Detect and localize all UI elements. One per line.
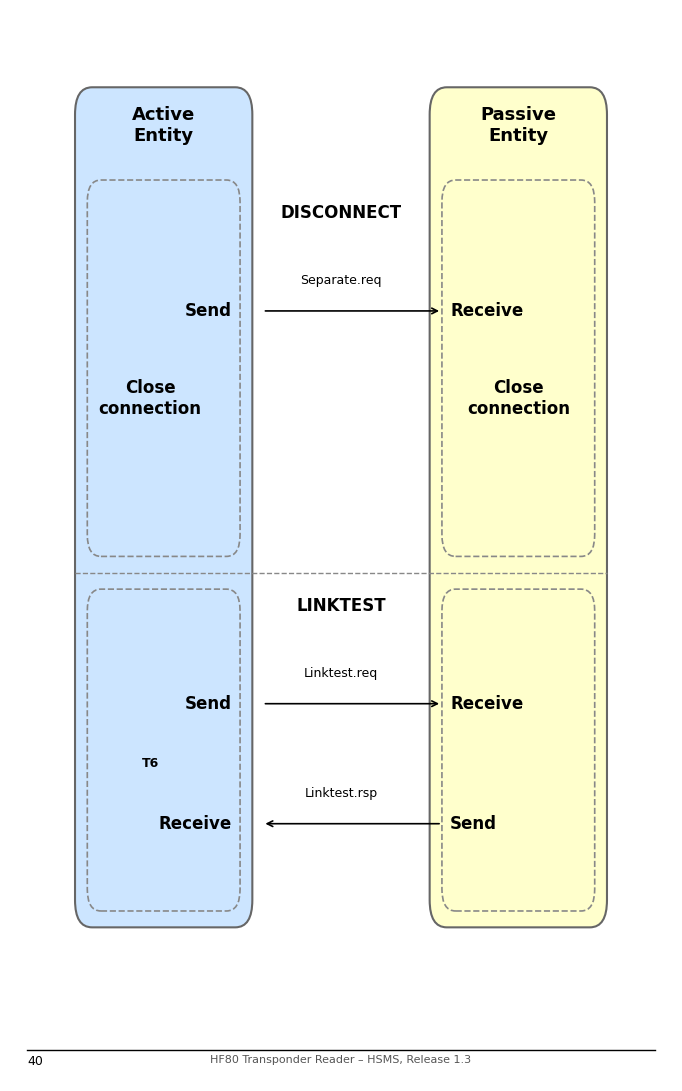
Text: Active
Entity: Active Entity — [132, 106, 195, 145]
Text: Separate.req: Separate.req — [300, 274, 382, 287]
Text: Send: Send — [185, 695, 232, 712]
Text: HF80 Transponder Reader – HSMS, Release 1.3: HF80 Transponder Reader – HSMS, Release … — [211, 1055, 471, 1065]
Text: 40: 40 — [27, 1055, 43, 1068]
Text: Close
connection: Close connection — [466, 379, 570, 418]
Text: Receive: Receive — [450, 695, 523, 712]
FancyBboxPatch shape — [75, 87, 252, 927]
Text: Send: Send — [450, 815, 497, 832]
Text: T6: T6 — [141, 757, 159, 770]
Text: LINKTEST: LINKTEST — [296, 597, 386, 614]
Text: Receive: Receive — [450, 302, 523, 320]
FancyBboxPatch shape — [430, 87, 607, 927]
Text: Close
connection: Close connection — [98, 379, 202, 418]
Text: Linktest.req: Linktest.req — [304, 667, 378, 680]
Text: Send: Send — [185, 302, 232, 320]
Text: Passive
Entity: Passive Entity — [480, 106, 557, 145]
Text: DISCONNECT: DISCONNECT — [280, 204, 402, 221]
Text: Linktest.rsp: Linktest.rsp — [304, 787, 378, 800]
Text: Receive: Receive — [159, 815, 232, 832]
